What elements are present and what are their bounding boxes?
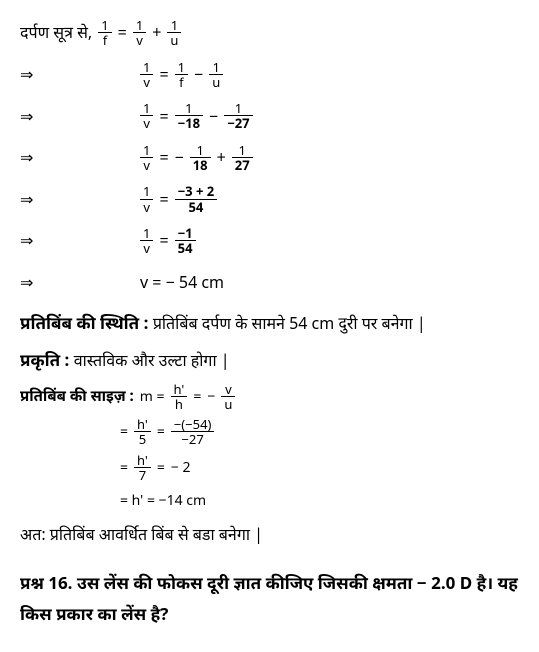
position-label: प्रतिबिंब की स्थिति :	[20, 311, 153, 334]
intro-prefix: दर्पण सूत्र से,	[20, 18, 92, 47]
implies-icon: ⇒	[20, 60, 140, 89]
frac-1f: 1f	[98, 18, 111, 48]
implies-icon: ⇒	[20, 143, 140, 172]
position-text: प्रतिबिंब दर्पण के सामने 54 cm दुरी पर ब…	[153, 312, 426, 334]
mirror-formula: दर्पण सूत्र से, 1f = 1v + 1u	[20, 18, 519, 48]
calc-2: = h'7 = − 2	[120, 453, 519, 483]
step-6: ⇒ v = − 54 cm	[20, 268, 519, 297]
image-size: प्रतिबिंब की साइज़ : m = h'h = − vu	[20, 382, 519, 412]
step-2: ⇒ 1v = 1−18 − 1−27	[20, 101, 519, 131]
implies-icon: ⇒	[20, 185, 140, 214]
frac-1v: 1v	[133, 18, 146, 48]
image-nature: प्रकृति : वास्तविक और उल्टा होगा |	[20, 345, 519, 376]
implies-icon: ⇒	[20, 268, 140, 297]
conclusion: अत: प्रतिबिंब आवर्धित बिंब से बडा बनेगा …	[20, 520, 519, 549]
step-1: ⇒ 1v = 1f − 1u	[20, 60, 519, 90]
calc-3: = h' = −14 cm	[120, 488, 519, 513]
implies-icon: ⇒	[20, 102, 140, 131]
nature-text: वास्तविक और उल्टा होगा |	[74, 349, 230, 371]
step-5: ⇒ 1v = −154	[20, 226, 519, 256]
image-position: प्रतिबिंब की स्थिति : प्रतिबिंब दर्पण के…	[20, 308, 519, 339]
implies-icon: ⇒	[20, 226, 140, 255]
step-4: ⇒ 1v = −3 + 254	[20, 184, 519, 214]
step-3: ⇒ 1v = − 118 + 127	[20, 143, 519, 173]
question-label: प्रश्न 16.	[20, 571, 77, 594]
calc-1: = h'5 = −(−54)−27	[120, 417, 519, 447]
size-label: प्रतिबिंब की साइज़ :	[20, 383, 134, 410]
result-v: v = − 54 cm	[140, 268, 224, 297]
nature-label: प्रकृति :	[20, 348, 74, 371]
question-16: प्रश्न 16. उस लेंस की फोकस दूरी ज्ञात की…	[20, 568, 519, 629]
question-text: उस लेंस की फोकस दूरी ज्ञात कीजिए जिसकी क…	[20, 571, 518, 625]
frac-1u: 1u	[167, 18, 181, 48]
